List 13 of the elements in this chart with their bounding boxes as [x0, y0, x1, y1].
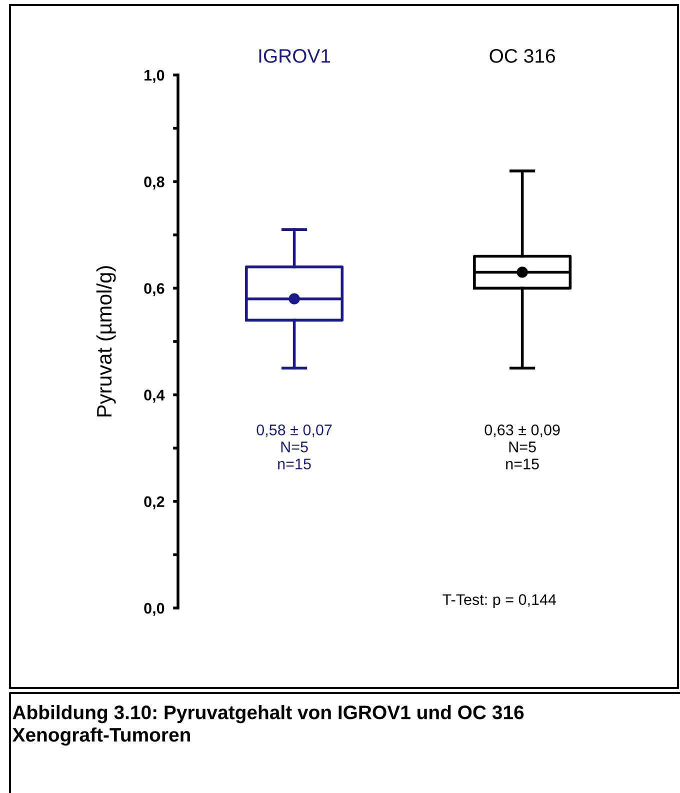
annotation: 0,63 ± 0,09 N=5 n=15 — [484, 424, 560, 470]
x-tick-label: OC 316 — [490, 49, 555, 63]
annotation: 0,58 ± 0,07 N=5 n=15 — [256, 424, 332, 470]
x-tick-label: IGROV1 — [259, 49, 330, 63]
y-tick-label: 0,2 — [144, 496, 164, 510]
y-tick-label: 1,0 — [144, 70, 164, 83]
y-tick-label: 0,4 — [144, 390, 165, 403]
y-tick-label: 0,8 — [144, 176, 164, 190]
text: Abbildung 3.10: Pyruvatgehalt von IGROV1 und OC 316 Xenograft-Tumoren — [12, 705, 524, 746]
y-tick-label: 0,0 — [144, 602, 164, 616]
y-axis-title: Pyruvat (µmol/g) — [96, 266, 116, 416]
annotation: T-Test: p = 0,144 — [442, 594, 556, 608]
y-tick-label: 0,6 — [144, 283, 164, 296]
